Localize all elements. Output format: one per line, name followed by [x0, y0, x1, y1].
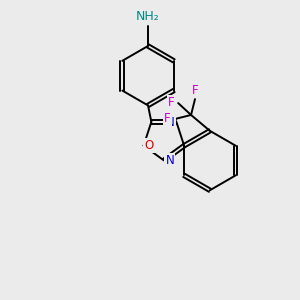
Text: NH₂: NH₂ [136, 10, 160, 23]
Text: F: F [168, 96, 175, 109]
Text: F: F [192, 84, 198, 97]
Text: F: F [164, 112, 171, 125]
Text: N: N [165, 154, 174, 167]
Text: O: O [144, 139, 154, 152]
Text: N: N [166, 116, 175, 129]
